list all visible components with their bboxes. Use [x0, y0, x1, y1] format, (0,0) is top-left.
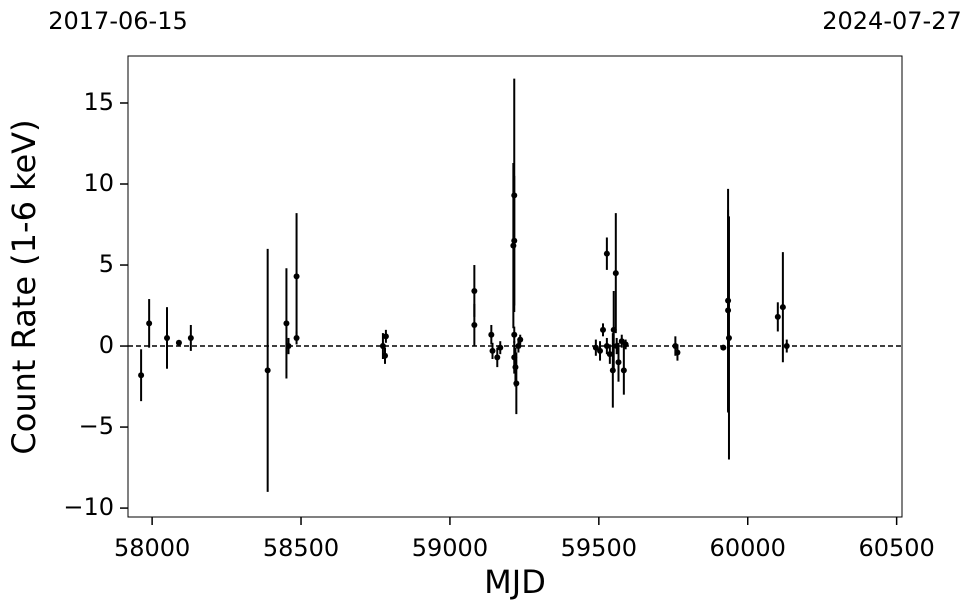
- data-point: [382, 333, 389, 340]
- data-point: [489, 347, 496, 354]
- data-point: [674, 349, 681, 356]
- data-point: [606, 351, 613, 358]
- data-point: [603, 343, 610, 350]
- top-date-label: 2024-07-27: [822, 7, 961, 35]
- x-axis-label: MJD: [484, 563, 546, 601]
- y-tick-label: 0: [99, 331, 114, 359]
- data-point: [138, 372, 145, 379]
- data-point: [779, 304, 786, 311]
- data-point: [285, 343, 292, 350]
- y-tick-label: 15: [83, 88, 114, 116]
- x-tick-label: 59500: [561, 534, 637, 562]
- data-point: [488, 331, 495, 338]
- data-point: [164, 334, 171, 341]
- data-point: [603, 250, 610, 257]
- data-point: [497, 344, 504, 351]
- y-tick-label: 10: [83, 169, 114, 197]
- x-tick-label: 60500: [858, 534, 934, 562]
- data-point: [511, 237, 518, 244]
- plot-frame: [127, 55, 903, 518]
- y-tick-label: 5: [99, 250, 114, 278]
- data-point: [622, 341, 629, 348]
- data-point: [283, 320, 290, 327]
- data-point: [597, 347, 604, 354]
- x-tick-label: 58000: [114, 534, 190, 562]
- data-point: [620, 367, 627, 374]
- y-axis-label: Count Rate (1-6 keV): [5, 119, 43, 454]
- data-point: [515, 343, 522, 350]
- data-point: [612, 270, 619, 277]
- y-tick-label: −5: [79, 412, 114, 440]
- data-point: [494, 354, 501, 361]
- y-tick-label: −10: [63, 493, 114, 521]
- data-point: [471, 287, 478, 294]
- data-point: [774, 313, 781, 320]
- data-point: [511, 331, 518, 338]
- data-point: [783, 343, 790, 350]
- data-point: [471, 321, 478, 328]
- data-point: [379, 343, 386, 350]
- data-point: [725, 334, 732, 341]
- data-point: [513, 380, 520, 387]
- data-point: [609, 367, 616, 374]
- top-date-label: 2017-06-15: [48, 7, 187, 35]
- data-point: [264, 367, 271, 374]
- data-point: [175, 339, 182, 346]
- x-tick-label: 59000: [412, 534, 488, 562]
- data-point: [517, 336, 524, 343]
- x-tick-label: 60000: [710, 534, 786, 562]
- data-point: [600, 326, 607, 333]
- data-point: [293, 273, 300, 280]
- data-point: [293, 334, 300, 341]
- data-point: [382, 352, 389, 359]
- data-point: [187, 334, 194, 341]
- data-point: [146, 320, 153, 327]
- data-point: [720, 344, 727, 351]
- data-point: [615, 359, 622, 366]
- x-tick-label: 58500: [263, 534, 339, 562]
- data-point: [592, 344, 599, 351]
